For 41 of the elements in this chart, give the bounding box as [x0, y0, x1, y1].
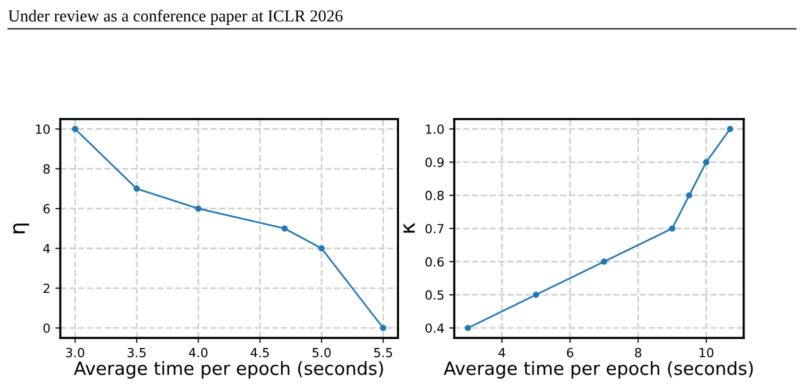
point — [464, 324, 472, 332]
point — [703, 159, 710, 166]
y-tick-label: 0 — [43, 323, 50, 333]
y-tick-label: 0.7 — [425, 224, 444, 234]
y-tick-label: 0.4 — [425, 323, 444, 333]
point — [686, 192, 692, 198]
x-tick-label: 3.0 — [66, 348, 84, 358]
point — [195, 205, 202, 212]
point — [281, 225, 288, 232]
point — [380, 324, 386, 332]
y-tick-label: 0.8 — [425, 190, 444, 200]
y-axis-title: κ — [403, 222, 415, 233]
x-tick-label: 4 — [498, 348, 506, 358]
x-tick-label: 4.5 — [250, 348, 269, 358]
y-tick-label: 10 — [36, 124, 50, 134]
y-tick-label: 0.6 — [425, 257, 444, 267]
x-tick-label: 10 — [700, 348, 714, 358]
point — [318, 245, 325, 252]
text: Under review as a conference paper at ICLR 2026 — [8, 10, 343, 25]
y-tick-label: 6 — [44, 204, 50, 214]
y-tick-label: 8 — [43, 164, 50, 174]
y-axis-title: η — [13, 224, 30, 234]
x-tick-label: 3.5 — [128, 348, 146, 358]
y-tick-label: 0.5 — [425, 290, 444, 300]
point — [134, 186, 140, 192]
x-tick-label: 5.5 — [374, 348, 392, 358]
y-tick-label: 1.0 — [426, 124, 444, 134]
x-tick-label: 5.0 — [312, 348, 331, 358]
x-axis-title: Average time per epoch (seconds) — [74, 361, 383, 379]
y-tick-label: 0.9 — [425, 158, 444, 168]
x-tick-label: 8 — [635, 348, 642, 358]
x-axis-title: Average time per epoch (seconds) — [444, 361, 753, 379]
point — [669, 225, 676, 232]
x-tick-label: 6 — [566, 348, 574, 358]
point — [72, 126, 78, 132]
x-tick-label: 4.0 — [189, 348, 208, 358]
y-tick-label: 4 — [43, 244, 50, 254]
point — [600, 258, 608, 265]
point — [726, 126, 734, 132]
y-tick-label: 2 — [44, 284, 50, 293]
point — [532, 292, 540, 298]
